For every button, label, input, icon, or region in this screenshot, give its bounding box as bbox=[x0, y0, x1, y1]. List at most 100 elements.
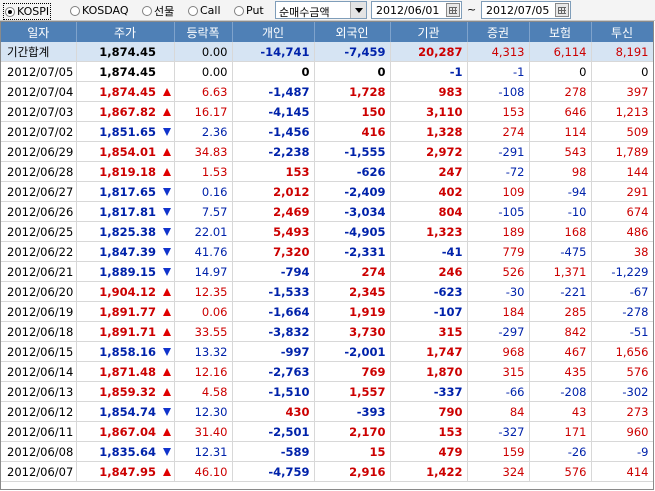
table-row[interactable]: 2012/06/15 1,858.16 13.32 -997 -2,001 1,747 96… bbox=[1, 341, 654, 362]
table-row[interactable]: 2012/06/27 1,817.65 0.16 2,012 -2,409 402 109-… bbox=[1, 181, 654, 202]
row-change: 22.01 bbox=[174, 221, 233, 242]
row-institution: -337 bbox=[390, 381, 468, 402]
row-date: 2012/06/22 bbox=[1, 241, 77, 262]
row-trust: 414 bbox=[591, 461, 654, 482]
row-date: 2012/06/18 bbox=[1, 321, 77, 342]
row-price: 1,859.32 bbox=[76, 381, 160, 402]
row-date: 2012/06/11 bbox=[1, 421, 77, 442]
row-price: 1,825.38 bbox=[76, 221, 160, 242]
table-row[interactable]: 2012/06/12 1,854.74 12.30 430 -393 790 84 43 273 bbox=[1, 401, 654, 422]
table-row[interactable]: 2012/06/08 1,835.64 12.31 -589 15 479 159 -26 -9 bbox=[1, 441, 654, 462]
start-date-field[interactable]: 2012/06/01 bbox=[371, 1, 462, 19]
row-securities: 189 bbox=[467, 221, 530, 242]
row-insurance: 467 bbox=[529, 341, 592, 362]
header-foreign[interactable]: 외국인 bbox=[314, 22, 391, 42]
row-price: 1,847.95 bbox=[76, 461, 160, 482]
table-row[interactable]: 2012/06/11 1,867.04 31.40 -2,501 2,170 153 -32… bbox=[1, 421, 654, 442]
end-date-field[interactable]: 2012/07/05 bbox=[481, 1, 571, 19]
radio-call[interactable]: Call bbox=[188, 3, 221, 18]
table-row[interactable]: 2012/06/18 1,891.71 33.55 -3,832 3,730 315 -29… bbox=[1, 321, 654, 342]
table-row[interactable]: 2012/06/07 1,847.95 46.10 -4,759 2,916 1,422 3… bbox=[1, 461, 654, 482]
table-row[interactable]: 2012/06/19 1,891.77 0.06 -1,664 1,919 -107 184… bbox=[1, 301, 654, 322]
header-price[interactable]: 주가 bbox=[76, 22, 175, 42]
table-row[interactable]: 2012/07/03 1,867.82 16.17 -4,145 150 3,110 153… bbox=[1, 101, 654, 122]
table-row[interactable]: 2012/06/22 1,847.39 41.76 7,320 -2,331 -41 779… bbox=[1, 241, 654, 262]
radio-futures[interactable]: 선물 bbox=[142, 3, 174, 18]
table-row[interactable]: 2012/06/14 1,871.48 12.16 -2,763 769 1,870 315… bbox=[1, 361, 654, 382]
row-date: 2012/06/14 bbox=[1, 361, 77, 382]
table-row[interactable]: 2012/06/29 1,854.01 34.83 -2,238 -1,555 2,972… bbox=[1, 141, 654, 162]
metric-select[interactable]: 순매수금액 bbox=[275, 1, 367, 19]
calendar-icon[interactable] bbox=[446, 3, 460, 17]
row-change: 41.76 bbox=[174, 241, 233, 262]
row-individual: -2,238 bbox=[232, 141, 315, 162]
radio-put[interactable]: Put bbox=[234, 3, 264, 18]
row-securities: 109 bbox=[467, 181, 530, 202]
row-trust: -302 bbox=[591, 381, 654, 402]
table-row[interactable]: 2012/06/21 1,889.15 14.97 -794 274 246 526 1,37… bbox=[1, 261, 654, 282]
row-individual: -1,533 bbox=[232, 281, 315, 302]
row-trust: 1,656 bbox=[591, 341, 654, 362]
row-change: 0.00 bbox=[174, 61, 233, 82]
table-row[interactable]: 2012/07/05 1,874.45 0.00 0 0 -1 -1 0 0 bbox=[1, 61, 654, 82]
row-change: 1.53 bbox=[174, 161, 233, 182]
table-row[interactable]: 2012/06/28 1,819.18 1.53 153 -626 247 -72 98 144 bbox=[1, 161, 654, 182]
row-institution: 247 bbox=[390, 161, 468, 182]
total-row[interactable]: 기간합계 1,874.45 0.00 -14,741 -7,459 20,287… bbox=[1, 42, 654, 62]
row-date: 2012/07/05 bbox=[1, 61, 77, 82]
calendar-icon[interactable] bbox=[555, 3, 569, 17]
table-row[interactable]: 2012/06/20 1,904.12 12.35 -1,533 2,345 -623 -3… bbox=[1, 281, 654, 302]
arrow-up-icon bbox=[162, 327, 171, 336]
row-price: 1,874.45 bbox=[76, 81, 160, 102]
row-insurance: 278 bbox=[529, 81, 592, 102]
radio-dot-icon bbox=[188, 5, 198, 16]
table-row[interactable]: 2012/07/02 1,851.65 2.36 -1,456 416 1,328 274 1… bbox=[1, 121, 654, 142]
row-price: 1,854.74 bbox=[76, 401, 160, 422]
row-securities: -108 bbox=[467, 81, 530, 102]
row-securities: -30 bbox=[467, 281, 530, 302]
row-securities: -297 bbox=[467, 321, 530, 342]
row-insurance: 435 bbox=[529, 361, 592, 382]
row-individual: 7,320 bbox=[232, 241, 315, 262]
table-row[interactable]: 2012/07/04 1,874.45 6.63 -1,487 1,728 983 -108… bbox=[1, 81, 654, 102]
date-range-separator: ~ bbox=[467, 3, 477, 16]
total-individual: -14,741 bbox=[232, 42, 315, 62]
header-trust[interactable]: 투신 bbox=[591, 22, 654, 42]
table-row[interactable]: 2012/06/26 1,817.81 7.57 2,469 -3,034 804 -105… bbox=[1, 201, 654, 222]
row-individual: -589 bbox=[232, 441, 315, 462]
row-date: 2012/06/07 bbox=[1, 461, 77, 482]
row-individual: -4,145 bbox=[232, 101, 315, 122]
row-foreign: 0 bbox=[314, 61, 391, 82]
row-securities: -1 bbox=[467, 61, 530, 82]
row-individual: -1,487 bbox=[232, 81, 315, 102]
row-institution: 1,323 bbox=[390, 221, 468, 242]
row-trust: 291 bbox=[591, 181, 654, 202]
row-institution: 479 bbox=[390, 441, 468, 462]
radio-kospi[interactable]: KOSPI bbox=[3, 3, 52, 20]
start-date-value: 2012/06/01 bbox=[376, 4, 440, 17]
table-row[interactable]: 2012/06/25 1,825.38 22.01 5,493 -4,905 1,323 1… bbox=[1, 221, 654, 242]
radio-dot-icon bbox=[142, 5, 152, 16]
row-institution: -623 bbox=[390, 281, 468, 302]
row-individual: -3,832 bbox=[232, 321, 315, 342]
header-institution[interactable]: 기관 bbox=[390, 22, 468, 42]
arrow-down-icon bbox=[162, 247, 171, 256]
row-trust: 486 bbox=[591, 221, 654, 242]
row-insurance: 285 bbox=[529, 301, 592, 322]
header-date[interactable]: 일자 bbox=[1, 22, 77, 42]
row-insurance: 171 bbox=[529, 421, 592, 442]
row-arrow bbox=[160, 81, 175, 102]
row-securities: 159 bbox=[467, 441, 530, 462]
header-change[interactable]: 등락폭 bbox=[174, 22, 233, 42]
table-row[interactable]: 2012/06/13 1,859.32 4.58 -1,510 1,557 -337 -66… bbox=[1, 381, 654, 402]
header-securities[interactable]: 증권 bbox=[467, 22, 530, 42]
row-arrow bbox=[160, 301, 175, 322]
arrow-down-icon bbox=[162, 127, 171, 136]
row-arrow bbox=[160, 441, 175, 462]
header-insurance[interactable]: 보험 bbox=[529, 22, 592, 42]
row-securities: 84 bbox=[467, 401, 530, 422]
header-individual[interactable]: 개인 bbox=[232, 22, 315, 42]
row-trust: -278 bbox=[591, 301, 654, 322]
dropdown-button[interactable] bbox=[350, 2, 366, 18]
radio-kosdaq[interactable]: KOSDAQ bbox=[70, 3, 129, 18]
